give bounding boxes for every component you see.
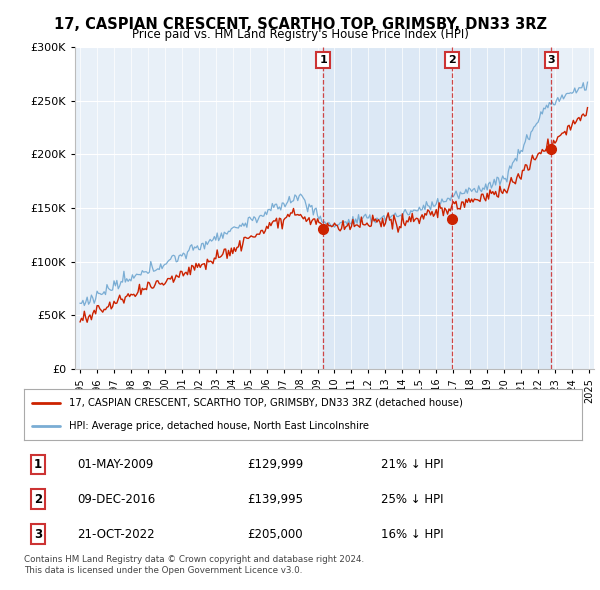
Text: 2: 2 xyxy=(34,493,42,506)
Text: 21-OCT-2022: 21-OCT-2022 xyxy=(77,527,155,540)
Text: 3: 3 xyxy=(34,527,42,540)
Text: 17, CASPIAN CRESCENT, SCARTHO TOP, GRIMSBY, DN33 3RZ (detached house): 17, CASPIAN CRESCENT, SCARTHO TOP, GRIMS… xyxy=(68,398,463,408)
Text: 16% ↓ HPI: 16% ↓ HPI xyxy=(381,527,444,540)
Text: 1: 1 xyxy=(34,458,42,471)
Bar xyxy=(323,47,551,369)
Text: Price paid vs. HM Land Registry's House Price Index (HPI): Price paid vs. HM Land Registry's House … xyxy=(131,28,469,41)
Text: 17, CASPIAN CRESCENT, SCARTHO TOP, GRIMSBY, DN33 3RZ: 17, CASPIAN CRESCENT, SCARTHO TOP, GRIMS… xyxy=(53,17,547,31)
Text: 25% ↓ HPI: 25% ↓ HPI xyxy=(381,493,443,506)
Text: HPI: Average price, detached house, North East Lincolnshire: HPI: Average price, detached house, Nort… xyxy=(68,421,368,431)
Text: 01-MAY-2009: 01-MAY-2009 xyxy=(77,458,154,471)
Text: £129,999: £129,999 xyxy=(247,458,304,471)
Text: £139,995: £139,995 xyxy=(247,493,303,506)
Text: Contains HM Land Registry data © Crown copyright and database right 2024.: Contains HM Land Registry data © Crown c… xyxy=(24,555,364,563)
Text: 1: 1 xyxy=(319,55,327,65)
Text: This data is licensed under the Open Government Licence v3.0.: This data is licensed under the Open Gov… xyxy=(24,566,302,575)
Text: 3: 3 xyxy=(548,55,555,65)
Text: 2: 2 xyxy=(448,55,456,65)
Text: 21% ↓ HPI: 21% ↓ HPI xyxy=(381,458,444,471)
Text: £205,000: £205,000 xyxy=(247,527,303,540)
Text: 09-DEC-2016: 09-DEC-2016 xyxy=(77,493,155,506)
